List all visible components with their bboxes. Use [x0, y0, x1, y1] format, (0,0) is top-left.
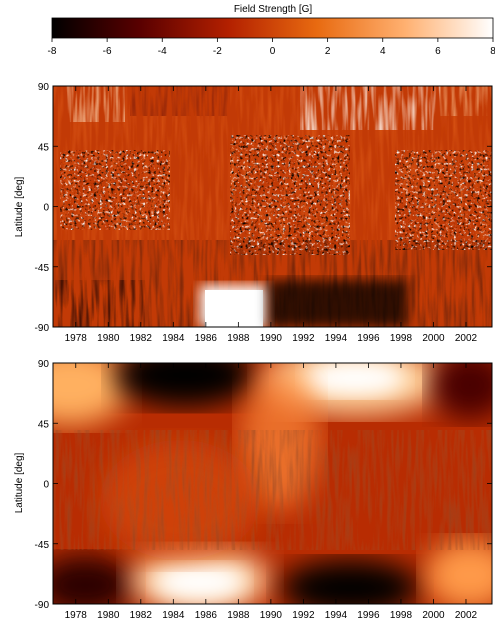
- y-tick-label: -45: [35, 263, 50, 274]
- colorbar-title: Field Strength [G]: [234, 4, 313, 15]
- ylabel-observed: Latitude [deg]: [14, 176, 25, 237]
- y-tick-label: -45: [35, 540, 50, 551]
- axes-model: 1978 1980 1982 1984 1986 1988 1990 1992 1994 1996…: [35, 359, 492, 621]
- x-tick-label: 1988: [227, 610, 250, 621]
- x-tick-label: 1996: [357, 333, 380, 344]
- colorbar-tick-label: 0: [270, 46, 276, 57]
- colorbar-tick-label: -4: [158, 46, 167, 57]
- x-tick-label: 1982: [130, 610, 153, 621]
- y-tick-label: -90: [35, 600, 50, 611]
- y-tick-label: 0: [43, 480, 49, 491]
- y-tick-label: -90: [35, 323, 50, 334]
- x-tick-label: 1978: [65, 333, 88, 344]
- colorbar-tick-label: -8: [48, 46, 57, 57]
- x-tick-label: 1988: [227, 333, 250, 344]
- x-tick-label: 1982: [130, 333, 153, 344]
- colorbar-gradient: [51, 17, 494, 39]
- panel-model: 1978 1980 1982 1984 1986 1988 1990 1992 1994 1996…: [14, 359, 493, 621]
- x-tick-label: 1986: [195, 610, 218, 621]
- y-tick-label: 45: [38, 142, 50, 153]
- x-tick-label: 1996: [357, 610, 380, 621]
- colorbar: Field Strength [G] -8 -6 -4 -2 0 2 4 6 8: [48, 4, 495, 57]
- y-tick-label: 0: [43, 203, 49, 214]
- panel-observed: 1978 1980 1982 1984 1986 1988 1990 1992 1994 1996…: [14, 82, 493, 344]
- colorbar-ticks: -8 -6 -4 -2 0 2 4 6 8: [48, 38, 495, 57]
- x-tick-label: 1992: [292, 333, 315, 344]
- y-tick-label: 45: [38, 419, 50, 430]
- y-tick-label: 90: [38, 82, 50, 93]
- colorbar-tick-label: -6: [103, 46, 112, 57]
- x-tick-label: 1984: [162, 333, 185, 344]
- x-tick-label: 1978: [65, 610, 88, 621]
- x-tick-label: 2002: [455, 610, 478, 621]
- axes-observed: 1978 1980 1982 1984 1986 1988 1990 1992 1994 1996…: [35, 82, 492, 344]
- x-tick-label: 1998: [390, 333, 413, 344]
- heatmap-observed: [53, 86, 492, 327]
- x-tick-label: 2002: [455, 333, 478, 344]
- colorbar-tick-label: 8: [490, 46, 495, 57]
- x-tick-label: 1994: [325, 333, 348, 344]
- x-tick-label: 1980: [97, 610, 120, 621]
- x-tick-label: 2000: [422, 333, 445, 344]
- colorbar-tick-label: 4: [380, 46, 386, 57]
- colorbar-tick-label: -2: [213, 46, 222, 57]
- x-tick-label: 1994: [325, 610, 348, 621]
- colorbar-tick-label: 2: [325, 46, 331, 57]
- heatmap-model: [53, 363, 492, 604]
- x-tick-label: 1990: [260, 610, 283, 621]
- x-tick-label: 1998: [390, 610, 413, 621]
- x-tick-label: 1986: [195, 333, 218, 344]
- y-tick-label: 90: [38, 359, 50, 370]
- x-tick-label: 1992: [292, 610, 315, 621]
- ylabel-model: Latitude [deg]: [14, 452, 25, 513]
- x-tick-label: 1990: [260, 333, 283, 344]
- colorbar-tick-label: 6: [435, 46, 441, 57]
- x-tick-label: 1980: [97, 333, 120, 344]
- x-tick-label: 2000: [422, 610, 445, 621]
- x-tick-label: 1984: [162, 610, 185, 621]
